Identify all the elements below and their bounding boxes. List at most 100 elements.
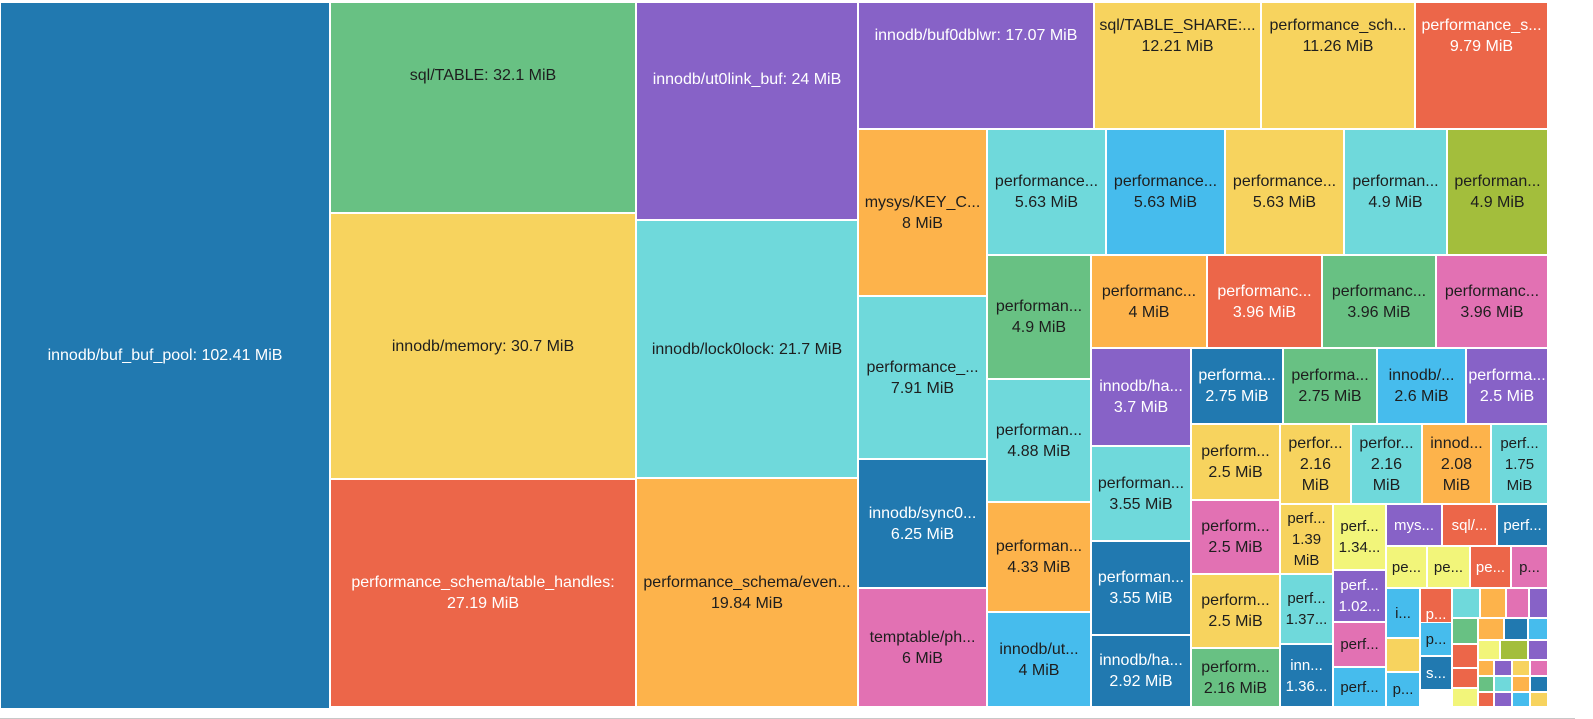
treemap-cell-label: inn... 1.36... [1285, 656, 1328, 695]
treemap-cell[interactable] [1452, 688, 1478, 707]
treemap-cell[interactable]: performance_s... 9.79 MiB [1415, 2, 1548, 129]
treemap-cell[interactable] [1478, 692, 1494, 707]
treemap-cell[interactable]: performan... 4.9 MiB [1344, 129, 1447, 255]
treemap-cell[interactable] [1478, 676, 1494, 692]
treemap-cell[interactable]: innodb/buf_buf_pool: 102.41 MiB [0, 2, 330, 709]
treemap-cell[interactable]: innodb/lock0lock: 21.7 MiB [636, 220, 858, 478]
treemap-cell[interactable]: p... [1420, 622, 1452, 656]
treemap-cell[interactable]: perf... 1.39 MiB [1280, 504, 1333, 574]
treemap-cell[interactable]: perf... 1.37... [1280, 574, 1333, 644]
treemap-cell[interactable]: performan... 4.9 MiB [987, 255, 1091, 379]
treemap-cell[interactable]: performan... 4.33 MiB [987, 502, 1091, 612]
treemap-cell[interactable]: performance... 5.63 MiB [1225, 129, 1344, 255]
treemap-cell[interactable]: perf... 1.02... [1333, 570, 1386, 622]
treemap-cell[interactable]: sql/... [1442, 504, 1497, 546]
treemap-cell[interactable]: innodb/sync0... 6.25 MiB [858, 459, 987, 588]
treemap-cell[interactable]: p... [1511, 546, 1548, 588]
treemap-cell[interactable] [1452, 668, 1478, 688]
treemap-cell-label: innodb/ha... 3.7 MiB [1099, 378, 1183, 416]
treemap-cell-label: i... [1395, 604, 1411, 622]
treemap-cell[interactable] [1478, 660, 1494, 676]
treemap-cell[interactable]: performan... 3.55 MiB [1091, 541, 1191, 635]
treemap-cell[interactable]: performance... 5.63 MiB [987, 129, 1106, 255]
treemap-cell[interactable]: temptable/ph... 6 MiB [858, 588, 987, 707]
treemap-cell[interactable]: i... [1386, 588, 1420, 638]
treemap-cell[interactable]: innodb/memory: 30.7 MiB [330, 213, 636, 479]
treemap-cell[interactable]: performan... 4.9 MiB [1447, 129, 1548, 255]
treemap-cell-label: innodb/ha... 2.92 MiB [1099, 652, 1183, 690]
treemap-cell[interactable]: performance_schema/table_handles: 27.19 … [330, 479, 636, 707]
treemap-cell-label: sql/TABLE: 32.1 MiB [409, 67, 557, 84]
treemap-cell[interactable] [1478, 618, 1504, 640]
treemap-cell-label: p... [1425, 605, 1447, 623]
treemap-cell[interactable]: performance_schema/even... 19.84 MiB [636, 478, 858, 707]
treemap-cell[interactable] [1528, 640, 1548, 660]
treemap-cell[interactable]: performa... 2.75 MiB [1191, 348, 1283, 424]
treemap-cell[interactable]: perfor... 2.16 MiB [1280, 424, 1351, 504]
treemap-cell[interactable] [1452, 588, 1480, 618]
treemap-cell[interactable] [1530, 660, 1548, 676]
treemap-cell-label: performanc... 3.96 MiB [1444, 282, 1540, 321]
treemap-cell[interactable] [1528, 618, 1548, 640]
treemap-cell[interactable] [1500, 640, 1528, 660]
treemap-cell-label: perform... 2.16 MiB [1201, 658, 1270, 697]
treemap-cell[interactable]: performa... 2.75 MiB [1283, 348, 1377, 424]
treemap-cell[interactable] [1386, 638, 1420, 672]
treemap-cell[interactable]: performan... 3.55 MiB [1091, 446, 1191, 541]
treemap-cell[interactable]: innodb/ut... 4 MiB [987, 612, 1091, 707]
treemap-cell[interactable] [1512, 660, 1530, 676]
treemap-cell[interactable]: pe... [1427, 546, 1470, 588]
treemap-cell[interactable]: perf... [1333, 667, 1386, 707]
treemap-cell[interactable]: perform... 2.5 MiB [1191, 424, 1280, 500]
treemap-cell[interactable]: sql/TABLE: 32.1 MiB [330, 2, 636, 213]
treemap-cell[interactable]: perfor... 2.16 MiB [1351, 424, 1422, 504]
treemap-cell[interactable] [1506, 588, 1529, 618]
treemap-cell[interactable] [1512, 692, 1530, 707]
treemap-cell[interactable]: performance_... 7.91 MiB [858, 296, 987, 459]
treemap-cell[interactable] [1530, 692, 1548, 707]
treemap-cell[interactable]: sql/TABLE_SHARE:... 12.21 MiB [1094, 2, 1261, 129]
treemap-cell[interactable]: innodb/buf0dblwr: 17.07 MiB [858, 2, 1094, 129]
treemap-cell[interactable]: performanc... 3.96 MiB [1207, 255, 1322, 348]
treemap-cell[interactable]: innodb/ha... 2.92 MiB [1091, 635, 1191, 707]
treemap-cell[interactable]: innodb/ha... 3.7 MiB [1091, 348, 1191, 446]
treemap-cell[interactable]: mys... [1386, 504, 1442, 546]
treemap-cell[interactable] [1480, 588, 1506, 618]
treemap-cell[interactable] [1512, 676, 1530, 692]
treemap-cell[interactable]: performance_sch... 11.26 MiB [1261, 2, 1415, 129]
treemap-cell[interactable]: s... [1420, 656, 1452, 690]
treemap-cell[interactable] [1494, 676, 1512, 692]
treemap-cell[interactable]: perform... 2.5 MiB [1191, 574, 1280, 648]
treemap-cell[interactable]: mysys/KEY_C... 8 MiB [858, 129, 987, 296]
treemap-cell[interactable]: performanc... 3.96 MiB [1436, 255, 1548, 348]
treemap-cell[interactable]: perform... 2.16 MiB [1191, 648, 1280, 707]
treemap-cell[interactable] [1452, 644, 1478, 668]
treemap-cell[interactable] [1494, 660, 1512, 676]
treemap-cell[interactable]: innodb/... 2.6 MiB [1377, 348, 1466, 424]
treemap-cell[interactable]: performanc... 3.96 MiB [1322, 255, 1436, 348]
treemap-cell-label: performanc... 3.96 MiB [1331, 282, 1427, 321]
treemap-cell[interactable]: performan... 4.88 MiB [987, 379, 1091, 502]
treemap-cell[interactable]: p... [1386, 672, 1420, 707]
treemap-cell[interactable]: performance... 5.63 MiB [1106, 129, 1225, 255]
treemap-cell[interactable] [1494, 692, 1512, 707]
treemap-cell[interactable]: performanc... 4 MiB [1091, 255, 1207, 348]
treemap-cell[interactable] [1452, 618, 1478, 644]
treemap-cell[interactable]: perf... [1497, 504, 1548, 546]
treemap-cell[interactable]: inn... 1.36... [1280, 644, 1333, 707]
treemap-cell[interactable] [1478, 640, 1500, 660]
treemap-cell-label: performance_s... 9.79 MiB [1421, 17, 1542, 55]
treemap-cell[interactable]: innodb/ut0link_buf: 24 MiB [636, 2, 858, 220]
treemap-cell[interactable]: pe... [1470, 546, 1511, 588]
treemap-cell[interactable]: perf... [1333, 622, 1386, 667]
treemap-cell[interactable]: perform... 2.5 MiB [1191, 500, 1280, 574]
treemap-cell[interactable]: innod... 2.08 MiB [1422, 424, 1491, 504]
treemap-cell[interactable] [1529, 588, 1548, 618]
treemap-cell[interactable]: perf... 1.34... [1333, 504, 1386, 570]
treemap-cell[interactable] [1530, 676, 1548, 692]
treemap-cell[interactable]: performa... 2.5 MiB [1466, 348, 1548, 424]
treemap-cell-label: perfor... 2.16 MiB [1359, 434, 1414, 494]
treemap-cell[interactable]: pe... [1386, 546, 1427, 588]
treemap-cell[interactable]: perf... 1.75 MiB [1491, 424, 1548, 504]
treemap-cell[interactable] [1504, 618, 1528, 640]
